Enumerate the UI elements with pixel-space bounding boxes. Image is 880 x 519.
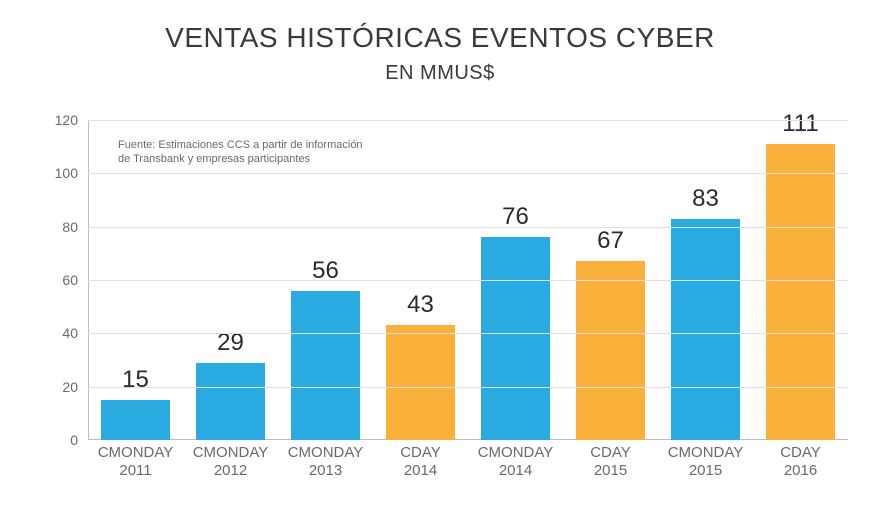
y-tick-label: 40 [62,325,78,341]
bar: 76 [481,237,549,440]
bar-value-label: 43 [407,291,434,319]
bar-value-label: 111 [782,110,818,138]
bar: 29 [196,363,264,440]
bar: 56 [291,291,359,440]
x-tick-label: CMONDAY2015 [658,444,753,480]
x-tick-label: CMONDAY2013 [278,444,373,480]
bar-chart: VENTAS HISTÓRICAS EVENTOS CYBER EN MMUS$… [0,0,880,519]
x-tick-label: CMONDAY2014 [468,444,563,480]
y-tick-label: 80 [62,219,78,235]
grid-line [88,333,848,334]
grid-line [88,387,848,388]
y-tick-label: 120 [55,112,78,128]
source-note: Fuente: Estimaciones CCS a partir de inf… [118,138,363,167]
chart-subtitle: EN MMUS$ [0,62,880,85]
grid-line [88,227,848,228]
y-tick-label: 60 [62,272,78,288]
bar: 111 [766,144,834,440]
bar: 15 [101,400,169,440]
y-tick-label: 100 [55,165,78,181]
plot-area: 15295643766783111 020406080100120 [88,120,848,440]
y-tick-label: 20 [62,379,78,395]
bar-value-label: 15 [122,366,149,394]
source-note-line2: de Transbank y empresas participantes [118,152,363,166]
y-tick-label: 0 [70,432,78,448]
grid-line [88,120,848,121]
x-tick-label: CDAY2016 [753,444,848,480]
x-axis-labels: CMONDAY2011CMONDAY2012CMONDAY2013CDAY201… [88,444,848,480]
grid-line [88,280,848,281]
x-tick-label: CMONDAY2012 [183,444,278,480]
x-tick-label: CDAY2014 [373,444,468,480]
bar: 43 [386,325,454,440]
chart-title: VENTAS HISTÓRICAS EVENTOS CYBER [0,22,880,54]
bar: 83 [671,219,739,440]
x-tick-label: CMONDAY2011 [88,444,183,480]
bar-value-label: 67 [597,227,624,255]
bar-value-label: 83 [692,185,719,213]
grid-line [88,173,848,174]
source-note-line1: Fuente: Estimaciones CCS a partir de inf… [118,138,363,152]
x-tick-label: CDAY2015 [563,444,658,480]
bar: 67 [576,261,644,440]
